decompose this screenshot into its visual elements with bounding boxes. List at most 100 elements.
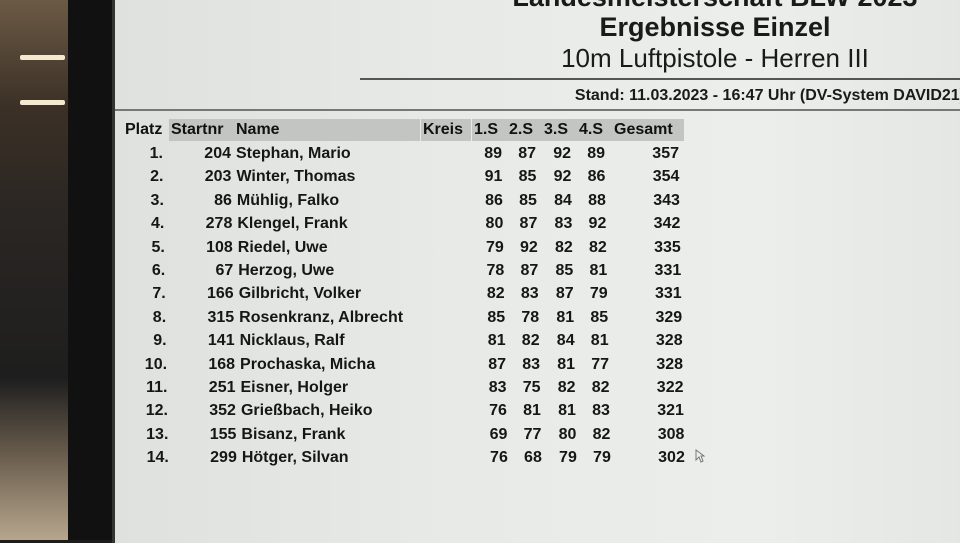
cell-4s: 89 (587, 145, 605, 162)
cell-name: Prochaska, Micha (240, 355, 376, 373)
divider (115, 109, 960, 111)
cell-startnr: 67 (215, 262, 234, 279)
results-screen: Landesmeisterschaft BLW 2023 Ergebnisse … (112, 0, 960, 543)
column-header: 4.S (577, 119, 614, 141)
table-row: 10. 168 Prochaska, Micha 87 83 81 77 328 (119, 354, 819, 376)
cell-3s: 82 (555, 238, 573, 256)
cell-name: Riedel, Uwe (237, 238, 328, 256)
column-header: 1.S (472, 119, 509, 141)
cell-1s: 78 (486, 262, 505, 279)
cell-3s: 87 (555, 285, 574, 303)
cell-name: Bisanz, Frank (241, 425, 346, 443)
cell-4s: 79 (589, 285, 608, 303)
ceiling-light (20, 100, 65, 105)
table-row: 3. 86 Mühlig, Falko 86 85 84 88 343 (116, 190, 816, 212)
cell-4s: 81 (589, 262, 608, 279)
cell-startnr: 352 (209, 402, 236, 420)
cell-gesamt: 321 (657, 402, 684, 420)
cell-3s: 85 (555, 262, 574, 279)
cell-startnr: 86 (214, 191, 232, 209)
cell-name: Rosenkranz, Albrecht (239, 308, 404, 326)
monitor-bezel (68, 0, 118, 540)
cell-4s: 88 (588, 191, 606, 209)
cell-startnr: 278 (205, 215, 233, 233)
timestamp: Stand: 11.03.2023 - 16:47 Uhr (DV-System… (574, 87, 960, 104)
cell-2s: 82 (521, 332, 540, 350)
table-row: 11. 251 Eisner, Holger 83 75 82 82 322 (120, 377, 820, 399)
cell-platz: 6. (151, 262, 166, 279)
cell-1s: 81 (487, 332, 506, 350)
cell-platz: 5. (151, 238, 165, 256)
cell-platz: 9. (153, 332, 167, 350)
cell-2s: 87 (520, 262, 539, 279)
cell-3s: 80 (558, 425, 577, 443)
cell-4s: 79 (593, 449, 611, 467)
cell-3s: 84 (554, 191, 572, 209)
cell-2s: 75 (522, 379, 541, 396)
discipline-title: 10m Luftpistole - Herren III (561, 43, 869, 73)
cell-platz: 14. (146, 449, 169, 467)
cell-startnr: 299 (210, 449, 237, 467)
cell-3s: 84 (556, 332, 575, 350)
table-row: 12. 352 Grießbach, Heiko 76 81 81 83 321 (120, 400, 820, 422)
cell-gesamt: 335 (654, 238, 681, 256)
cell-2s: 85 (518, 168, 537, 186)
cell-name: Klengel, Frank (237, 215, 348, 233)
cell-name: Gilbricht, Volker (238, 285, 362, 303)
cell-platz: 13. (146, 425, 169, 443)
mouse-pointer-icon (695, 449, 705, 463)
cell-gesamt: 322 (656, 379, 684, 396)
cell-2s: 78 (521, 308, 540, 326)
cell-2s: 85 (519, 191, 537, 209)
cell-name: Mühlig, Falko (236, 191, 340, 209)
cell-gesamt: 357 (652, 145, 679, 162)
table-row: 1. 204 Stephan, Mario 89 87 92 89 357 (115, 143, 815, 165)
cell-platz: 10. (144, 355, 168, 373)
column-header: Name (234, 119, 420, 141)
cell-4s: 81 (590, 332, 609, 350)
cell-gesamt: 342 (653, 215, 681, 233)
cell-4s: 92 (588, 215, 607, 233)
cell-name: Herzog, Uwe (238, 262, 335, 279)
cell-3s: 83 (554, 215, 573, 233)
cell-platz: 1. (149, 145, 163, 162)
cell-2s: 81 (523, 402, 541, 420)
cell-1s: 86 (485, 191, 503, 209)
page-title: Ergebnisse Einzel (599, 12, 831, 42)
event-title: Landesmeisterschaft BLW 2023 (495, 0, 935, 13)
cell-startnr: 166 (206, 285, 234, 303)
cell-platz: 8. (152, 308, 167, 326)
cell-1s: 83 (488, 379, 507, 396)
cell-2s: 83 (522, 355, 541, 373)
cell-4s: 85 (590, 308, 609, 326)
cell-name: Nicklaus, Ralf (239, 332, 345, 350)
cell-platz: 4. (151, 215, 165, 233)
cell-platz: 7. (152, 285, 166, 303)
cell-gesamt: 302 (658, 449, 685, 467)
cell-4s: 83 (592, 402, 610, 420)
column-header: 2.S (507, 119, 544, 141)
ceiling-light (20, 55, 65, 60)
cell-4s: 86 (587, 168, 606, 186)
cell-1s: 69 (489, 425, 508, 443)
cell-startnr: 251 (208, 379, 236, 396)
table-row: 4. 278 Klengel, Frank 80 87 83 92 342 (116, 213, 816, 235)
cell-platz: 3. (150, 191, 164, 209)
cell-name: Stephan, Mario (236, 145, 351, 162)
column-header: 3.S (542, 119, 579, 141)
cell-gesamt: 354 (652, 168, 680, 186)
cell-4s: 77 (591, 355, 610, 373)
table-row: 13. 155 Bisanz, Frank 69 77 80 82 308 (120, 424, 820, 446)
cell-1s: 76 (490, 449, 508, 467)
cell-3s: 92 (553, 168, 572, 186)
cell-name: Eisner, Holger (240, 379, 349, 396)
cell-startnr: 155 (209, 425, 237, 443)
cell-name: Hötger, Silvan (241, 449, 349, 467)
cell-3s: 82 (557, 379, 576, 396)
table-row: 7. 166 Gilbricht, Volker 82 83 87 79 331 (118, 283, 818, 305)
cell-2s: 92 (520, 238, 538, 256)
cell-1s: 91 (484, 168, 503, 186)
cell-3s: 81 (558, 402, 576, 420)
cell-name: Grießbach, Heiko (240, 402, 373, 420)
cell-startnr: 204 (204, 145, 231, 162)
